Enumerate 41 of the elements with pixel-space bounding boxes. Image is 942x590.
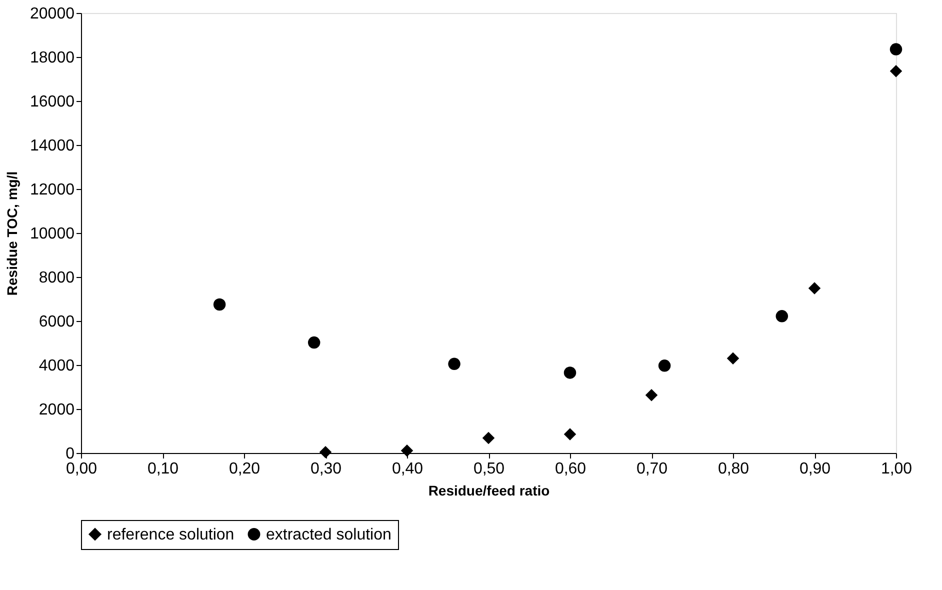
x-tick-label: 0,00	[66, 460, 98, 478]
point	[448, 358, 460, 370]
x-tick-label: 0,80	[718, 460, 750, 478]
y-tick-label: 2000	[38, 402, 75, 418]
x-tick-label: 0,50	[473, 460, 505, 478]
point	[564, 366, 576, 379]
point	[213, 298, 226, 311]
legend-label: reference solution	[107, 526, 234, 544]
point	[890, 64, 902, 78]
y-tick-label: 16000	[30, 94, 75, 110]
point	[319, 446, 332, 458]
point	[400, 444, 414, 457]
point	[645, 389, 658, 402]
point	[808, 282, 821, 294]
x-tick-label: 1,00	[880, 460, 912, 478]
point	[726, 352, 740, 365]
y-tick-label: 10000	[30, 226, 75, 242]
point	[776, 310, 788, 322]
point	[482, 432, 495, 444]
x-tick-label: 0,40	[392, 460, 424, 478]
y-tick-label: 20000	[30, 6, 75, 22]
y-tick-label: 6000	[38, 314, 75, 330]
legend-label: extracted solution	[266, 526, 392, 544]
y-tick-label: 12000	[30, 182, 75, 198]
x-tick-label: 0,90	[799, 460, 831, 478]
y-tick-label: 0	[66, 446, 75, 462]
point	[890, 43, 902, 56]
y-tick-label: 8000	[38, 270, 75, 286]
point	[658, 360, 671, 372]
x-tick-label: 0,70	[636, 460, 668, 478]
y-axis-title: Residue TOC, mg/l	[4, 171, 20, 296]
x-tick-label: 0,10	[147, 460, 179, 478]
y-tick-label: 14000	[30, 138, 75, 154]
x-tick-label: 0,20	[228, 460, 260, 478]
point	[308, 336, 320, 349]
x-tick-label: 0,30	[310, 460, 342, 478]
point	[564, 428, 576, 440]
y-tick-label: 4000	[38, 358, 75, 374]
x-axis-title: Residue/feed ratio	[428, 482, 550, 498]
x-tick-label: 0,60	[554, 460, 586, 478]
y-tick-label: 18000	[30, 50, 75, 66]
